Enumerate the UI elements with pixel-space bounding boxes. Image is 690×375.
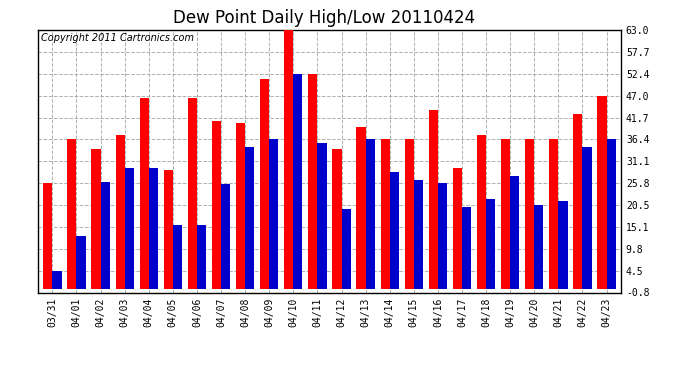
Bar xyxy=(428,110,438,289)
Bar xyxy=(284,26,293,289)
Bar xyxy=(510,176,520,289)
Bar xyxy=(549,140,558,289)
Bar xyxy=(197,225,206,289)
Bar xyxy=(486,199,495,289)
Bar xyxy=(558,201,567,289)
Bar xyxy=(357,127,366,289)
Bar xyxy=(101,182,110,289)
Bar xyxy=(115,135,125,289)
Bar xyxy=(293,74,302,289)
Bar xyxy=(236,123,245,289)
Bar xyxy=(453,168,462,289)
Bar xyxy=(534,205,544,289)
Bar xyxy=(173,225,182,289)
Bar xyxy=(381,140,390,289)
Bar xyxy=(582,147,591,289)
Bar xyxy=(525,140,534,289)
Bar xyxy=(164,170,173,289)
Bar xyxy=(260,80,269,289)
Bar xyxy=(188,98,197,289)
Bar xyxy=(125,168,134,289)
Bar xyxy=(462,207,471,289)
Bar xyxy=(366,140,375,289)
Bar xyxy=(317,143,326,289)
Bar xyxy=(245,147,255,289)
Bar xyxy=(139,98,149,289)
Bar xyxy=(333,149,342,289)
Text: Dew Point Daily High/Low 20110424: Dew Point Daily High/Low 20110424 xyxy=(173,9,475,27)
Bar xyxy=(607,140,615,289)
Bar xyxy=(149,168,158,289)
Bar xyxy=(390,172,399,289)
Bar xyxy=(212,120,221,289)
Bar xyxy=(598,96,607,289)
Bar xyxy=(501,140,510,289)
Bar xyxy=(414,180,423,289)
Bar xyxy=(269,140,278,289)
Bar xyxy=(438,183,447,289)
Bar xyxy=(43,183,52,289)
Bar xyxy=(68,140,77,289)
Bar xyxy=(573,114,582,289)
Bar xyxy=(308,74,317,289)
Bar xyxy=(404,140,414,289)
Bar xyxy=(77,236,86,289)
Bar xyxy=(92,149,101,289)
Text: Copyright 2011 Cartronics.com: Copyright 2011 Cartronics.com xyxy=(41,33,194,43)
Bar xyxy=(52,271,61,289)
Bar xyxy=(477,135,486,289)
Bar xyxy=(221,184,230,289)
Bar xyxy=(342,209,351,289)
